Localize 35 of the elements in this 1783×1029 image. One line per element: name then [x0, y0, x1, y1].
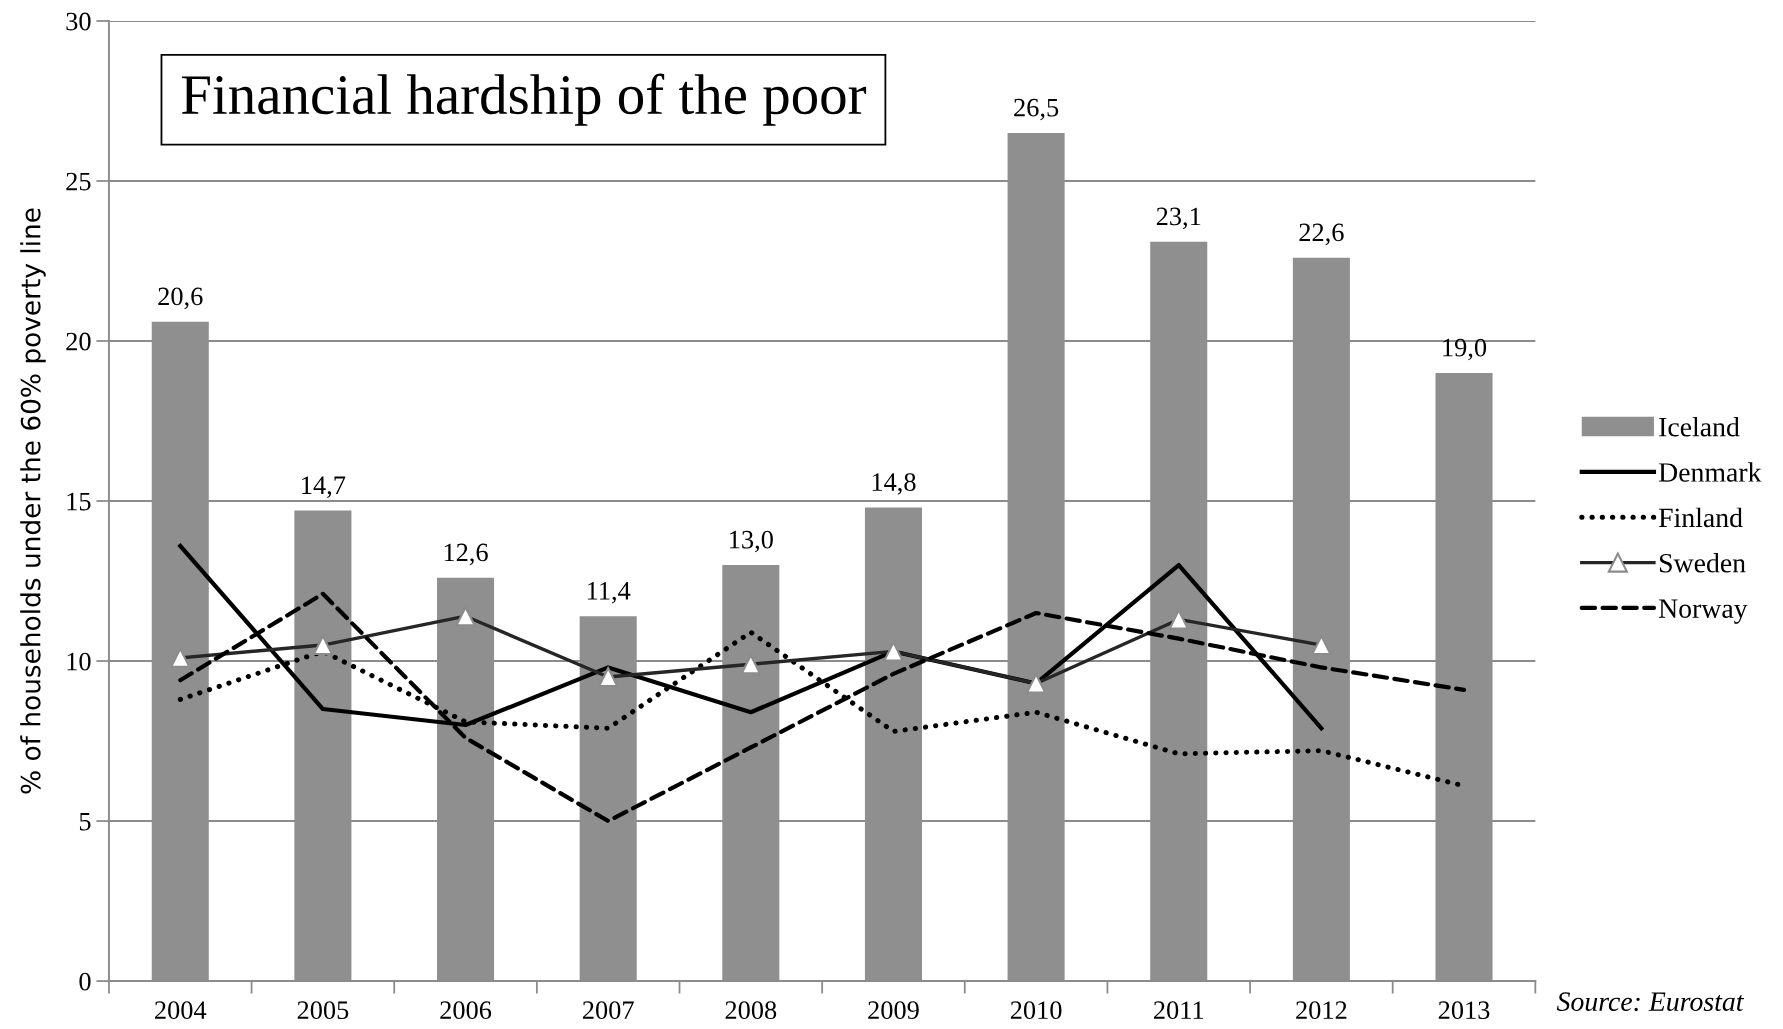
x-tick-label: 2006: [440, 1001, 492, 1020]
data-label: 14,7: [302, 476, 346, 498]
x-tick-label: 2010: [1010, 1001, 1062, 1020]
x-tick-label: 2005: [297, 1001, 349, 1020]
y-tick-label: 10: [67, 652, 91, 671]
data-label: 13,0: [730, 530, 773, 553]
data-label: 20,6: [158, 287, 203, 310]
y-tick-label: 5: [79, 812, 91, 831]
data-label: 11,4: [587, 582, 631, 604]
y-axis-title: % of households under the 60% poverty line: [20, 208, 46, 794]
x-tick-label: 2011: [1154, 1001, 1204, 1020]
legend-label: Finland: [1658, 507, 1743, 528]
data-label: 12,6: [444, 543, 488, 566]
legend-label: Denmark: [1658, 462, 1762, 482]
text: Financial hardship of the poor: [181, 73, 867, 126]
x-tick-label: 2008: [725, 1001, 777, 1020]
x-tick-label: 2004: [155, 1001, 207, 1020]
source-note: Source: Eurostat: [1556, 992, 1745, 1012]
x-tick-label: 2007: [582, 1001, 634, 1020]
data-label: 22,6: [1299, 223, 1344, 246]
y-tick-label: 20: [66, 332, 91, 351]
y-tick-label: 15: [67, 492, 91, 511]
y-tick-label: 25: [66, 172, 91, 191]
x-tick-label: 2013: [1438, 1001, 1490, 1020]
y-tick-label: 0: [79, 972, 91, 991]
legend-label: Iceland: [1659, 416, 1740, 437]
data-label: 26,5: [1014, 98, 1059, 121]
data-label: 19,0: [1443, 338, 1487, 361]
data-label: 23,1: [1156, 207, 1201, 230]
legend-label: Sweden: [1659, 553, 1746, 573]
data-label: 14,8: [872, 473, 916, 495]
x-tick-label: 2012: [1296, 1001, 1347, 1020]
y-tick-label: 30: [66, 12, 91, 31]
x-tick-label: 2009: [868, 1001, 919, 1020]
legend-label: Norway: [1658, 599, 1748, 624]
